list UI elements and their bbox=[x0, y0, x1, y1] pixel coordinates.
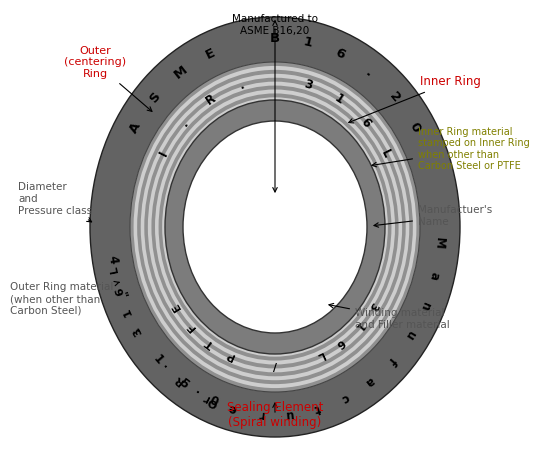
Text: 1: 1 bbox=[150, 352, 165, 367]
Text: O: O bbox=[207, 395, 220, 408]
Ellipse shape bbox=[144, 78, 406, 376]
Text: 1: 1 bbox=[352, 320, 365, 332]
Ellipse shape bbox=[180, 117, 370, 337]
Text: u: u bbox=[402, 328, 418, 342]
Text: 3: 3 bbox=[302, 78, 314, 93]
Text: L: L bbox=[109, 265, 120, 274]
Ellipse shape bbox=[159, 94, 391, 360]
Text: R: R bbox=[204, 92, 219, 108]
Text: Outer Ring material
(when other than
Carbon Steel): Outer Ring material (when other than Car… bbox=[10, 281, 119, 316]
Text: P: P bbox=[224, 349, 236, 361]
Text: E: E bbox=[170, 300, 183, 312]
Text: Outer
(centering)
Ring: Outer (centering) Ring bbox=[64, 46, 152, 111]
Text: Inner Ring: Inner Ring bbox=[349, 75, 481, 123]
Ellipse shape bbox=[137, 70, 413, 384]
Text: .: . bbox=[175, 375, 186, 388]
Text: .: . bbox=[191, 386, 200, 397]
Ellipse shape bbox=[141, 74, 410, 380]
Ellipse shape bbox=[130, 62, 420, 392]
Text: Manufactured to
ASME B16,20: Manufactured to ASME B16,20 bbox=[232, 14, 318, 35]
Text: .: . bbox=[363, 66, 375, 79]
Text: 0: 0 bbox=[207, 394, 220, 409]
Ellipse shape bbox=[133, 66, 417, 388]
Text: 1: 1 bbox=[302, 35, 314, 50]
Ellipse shape bbox=[169, 105, 380, 349]
Ellipse shape bbox=[148, 82, 402, 372]
Text: 1: 1 bbox=[121, 306, 134, 317]
Text: Manufactuer's
Name: Manufactuer's Name bbox=[374, 205, 492, 227]
Text: 3: 3 bbox=[367, 300, 379, 312]
Text: B: B bbox=[270, 33, 280, 45]
Text: a: a bbox=[427, 270, 441, 281]
Text: L: L bbox=[315, 349, 325, 361]
Text: a: a bbox=[362, 374, 377, 389]
Text: n: n bbox=[417, 300, 432, 313]
Text: L: L bbox=[378, 147, 393, 160]
Text: A: A bbox=[127, 120, 143, 135]
Text: Sealing Element
(Spiral winding): Sealing Element (Spiral winding) bbox=[227, 401, 323, 429]
Ellipse shape bbox=[152, 85, 399, 369]
Text: 3: 3 bbox=[131, 326, 144, 337]
Text: E: E bbox=[203, 46, 217, 62]
Text: r: r bbox=[200, 390, 211, 405]
Text: Winding material
and Filler material: Winding material and Filler material bbox=[329, 303, 450, 330]
Ellipse shape bbox=[165, 100, 385, 354]
Text: r: r bbox=[257, 408, 264, 421]
Text: 0: 0 bbox=[407, 120, 423, 134]
Text: Diameter
and
Pressure class: Diameter and Pressure class bbox=[18, 183, 92, 222]
Ellipse shape bbox=[176, 113, 373, 341]
Text: e: e bbox=[227, 401, 238, 416]
Ellipse shape bbox=[130, 62, 420, 392]
Text: M: M bbox=[172, 64, 190, 82]
Text: c: c bbox=[339, 390, 351, 405]
Text: f: f bbox=[385, 354, 398, 366]
Text: 5: 5 bbox=[176, 376, 191, 391]
Ellipse shape bbox=[166, 101, 384, 353]
Text: T: T bbox=[204, 336, 216, 349]
Text: .: . bbox=[178, 117, 191, 129]
Text: 6: 6 bbox=[333, 46, 347, 62]
Text: R: R bbox=[172, 373, 185, 386]
Ellipse shape bbox=[173, 109, 377, 345]
Text: I: I bbox=[158, 148, 171, 158]
Text: M: M bbox=[433, 237, 446, 250]
Text: .: . bbox=[158, 360, 169, 370]
Ellipse shape bbox=[183, 121, 367, 333]
Text: 6: 6 bbox=[334, 336, 346, 349]
Text: ": " bbox=[114, 291, 128, 301]
Text: /: / bbox=[273, 360, 277, 370]
Text: 1: 1 bbox=[332, 92, 346, 107]
Text: .: . bbox=[238, 78, 246, 92]
Text: t: t bbox=[313, 401, 322, 415]
Text: -: - bbox=[130, 325, 144, 336]
Text: 2: 2 bbox=[386, 90, 402, 105]
Text: Inner Ring material
stamped on Inner Ring
when other than
Carbon Steel or PTFE: Inner Ring material stamped on Inner Rin… bbox=[372, 127, 530, 172]
Ellipse shape bbox=[155, 89, 395, 365]
Text: u: u bbox=[284, 407, 294, 421]
Text: F: F bbox=[186, 320, 198, 332]
Text: 6: 6 bbox=[114, 286, 126, 296]
Ellipse shape bbox=[162, 97, 388, 357]
Text: 6: 6 bbox=[358, 116, 373, 130]
Ellipse shape bbox=[90, 17, 460, 437]
Text: S: S bbox=[148, 89, 164, 105]
Text: 4: 4 bbox=[105, 255, 120, 265]
